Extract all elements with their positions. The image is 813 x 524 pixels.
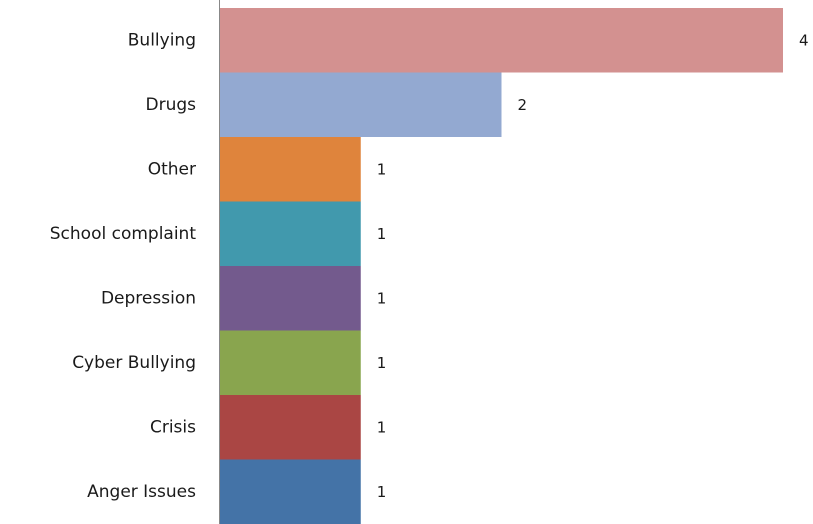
category-label: Drugs: [145, 95, 196, 115]
category-label: Cyber Bullying: [72, 353, 196, 373]
category-label: School complaint: [50, 224, 197, 244]
bar-other: [220, 137, 361, 202]
bar-depression: [220, 266, 361, 331]
value-label: 1: [377, 418, 387, 436]
bar-school-complaint: [220, 201, 361, 266]
category-label: Depression: [101, 288, 196, 308]
value-label: 1: [377, 289, 387, 307]
category-label: Anger Issues: [87, 482, 196, 502]
value-label: 1: [377, 225, 387, 243]
value-label: 4: [799, 31, 809, 49]
category-labels-group: Bullying Drugs Other School complaint Depres…: [50, 30, 197, 502]
value-label: 1: [377, 483, 387, 501]
bar-anger-issues: [220, 459, 361, 524]
bar-drugs: [220, 72, 502, 137]
bar-cyber-bullying: [220, 330, 361, 395]
value-label: 2: [518, 96, 528, 114]
value-label: 1: [377, 354, 387, 372]
category-label: Bullying: [128, 30, 196, 50]
category-label: Crisis: [150, 417, 196, 437]
value-label: 1: [377, 160, 387, 178]
value-labels-group: 4 2 1 1 1 1 1 1: [377, 31, 809, 501]
category-label: Other: [148, 159, 196, 179]
bars-group: [220, 8, 783, 524]
bar-crisis: [220, 395, 361, 460]
bar-bullying: [220, 8, 783, 73]
